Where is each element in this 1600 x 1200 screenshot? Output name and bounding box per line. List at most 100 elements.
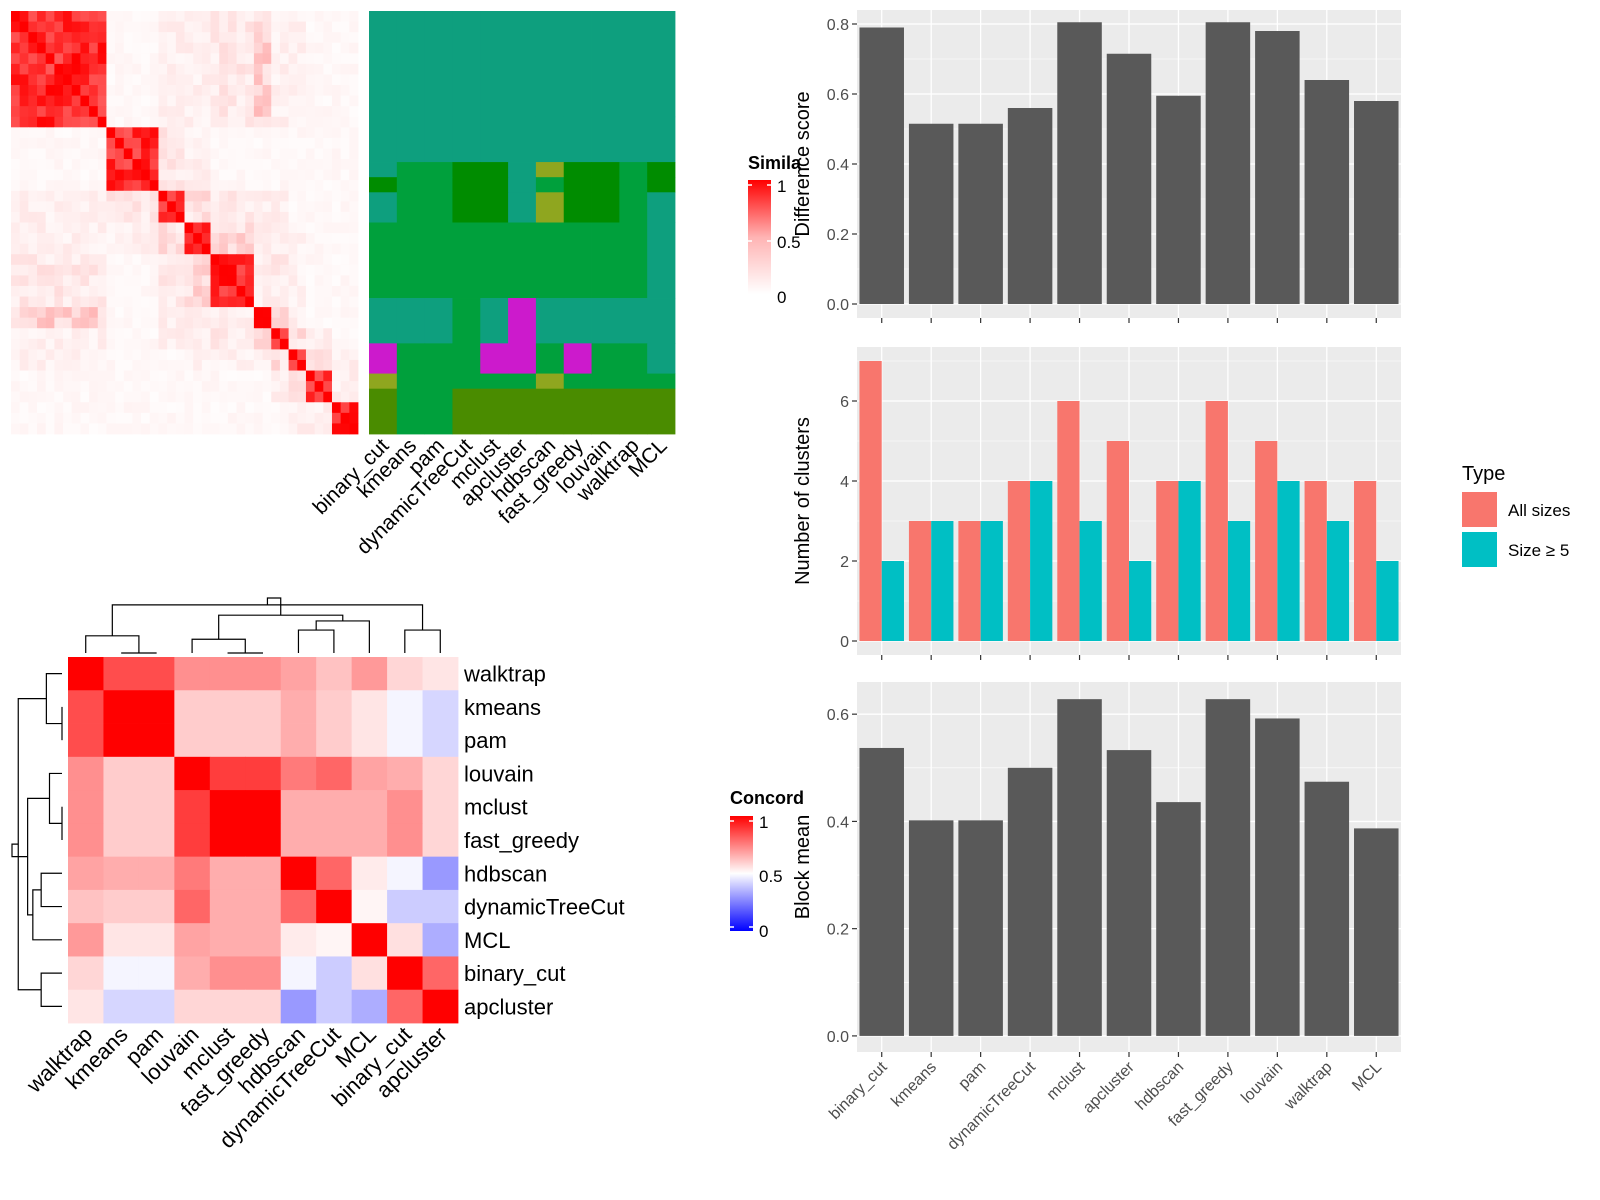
similarity-cell [201,211,211,223]
concordance-cell [316,756,353,791]
similarity-cell [262,349,272,361]
similarity-cell [97,137,107,149]
similarity-cell [253,402,263,414]
similarity-cell [262,74,272,86]
similarity-cell [54,243,64,255]
bar [958,123,1003,304]
similarity-cell [323,159,333,171]
similarity-cell [45,85,55,96]
similarity-cell [123,381,133,393]
similarity-cell [210,317,220,329]
similarity-cell [115,402,125,414]
similarity-cell [288,169,298,181]
similarity-cell [253,391,263,403]
similarity-cell [89,85,99,96]
similarity-cell [115,201,125,213]
similarity-cell [227,317,237,329]
similarity-cell [115,11,125,22]
similarity-cell [89,180,99,192]
similarity-cell [19,211,29,223]
similarity-cell [106,201,116,213]
similarity-cell [80,42,90,54]
bar-all-sizes [958,521,981,641]
similarity-cell [340,243,350,255]
similarity-cell [37,159,47,171]
similarity-cell [297,370,307,382]
similarity-cell [184,285,194,297]
similarity-cell [193,370,203,382]
assignment-cell [452,298,481,344]
similarity-cell [245,127,255,139]
similarity-cell [19,317,29,329]
assignment-cell [591,162,620,178]
similarity-cell [297,116,307,128]
assignment-cell [452,373,481,390]
similarity-cell [123,233,133,245]
similarity-cell [141,391,151,403]
similarity-cell [201,328,211,340]
similarity-cell [141,201,151,213]
similarity-cell [288,148,298,160]
similarity-cell [141,85,151,96]
similarity-cell [28,338,38,350]
concordance-cell [138,889,175,924]
similarity-cell [45,201,55,213]
similarity-cell [297,137,307,149]
similarity-cell [288,328,298,340]
concordance-row-label: kmeans [464,695,541,720]
similarity-cell [115,296,125,308]
similarity-cell [236,148,246,160]
assignment-cell [480,11,509,118]
similarity-cell [158,74,168,86]
similarity-cell [210,285,220,297]
similarity-cell [149,402,159,414]
similarity-cell [271,285,281,297]
similarity-cell [201,423,211,435]
similarity-cell [271,381,281,393]
concordance-legend: Concord 1 0.5 0 [730,788,804,941]
concordance-cell [174,989,211,1024]
similarity-cell [262,169,272,181]
similarity-cell [63,180,73,192]
concordance-cell [280,856,317,891]
concordance-cell [351,856,388,891]
similarity-cell [63,21,73,33]
similarity-cell [245,11,255,22]
similarity-cell [19,159,29,171]
similarity-cell [28,285,38,297]
similarity-cell [193,190,203,202]
similarity-cell [123,32,133,44]
similarity-cell [80,137,90,149]
bar-size-ge5 [980,521,1003,641]
similarity-cell [19,307,29,319]
similarity-cell [106,63,116,75]
similarity-cell [184,21,194,33]
similarity-cell [149,201,159,213]
bar [958,820,1003,1036]
similarity-cell [305,402,316,414]
similarity-cell [227,95,237,107]
similarity-cell [201,317,211,329]
similarity-cell [331,21,342,33]
y-axis-title: Number of clusters [792,417,814,585]
similarity-cell [45,285,55,297]
similarity-cell [340,296,350,308]
similarity-cell [63,243,73,255]
similarity-cell [331,243,342,255]
similarity-cell [115,180,125,192]
similarity-cell [45,349,55,361]
similarity-cell [201,116,211,128]
similarity-cell [201,402,211,414]
assignment-cell [591,298,620,344]
concordance-cell [138,823,175,858]
similarity-cell [175,74,185,86]
similarity-cell [245,180,255,192]
similarity-cell [253,264,263,276]
concordance-cell [245,690,282,724]
similarity-cell [236,201,246,213]
bar [1007,767,1053,1036]
concordance-cell [245,923,282,957]
similarity-cell [149,95,159,107]
similarity-cell [45,106,55,118]
